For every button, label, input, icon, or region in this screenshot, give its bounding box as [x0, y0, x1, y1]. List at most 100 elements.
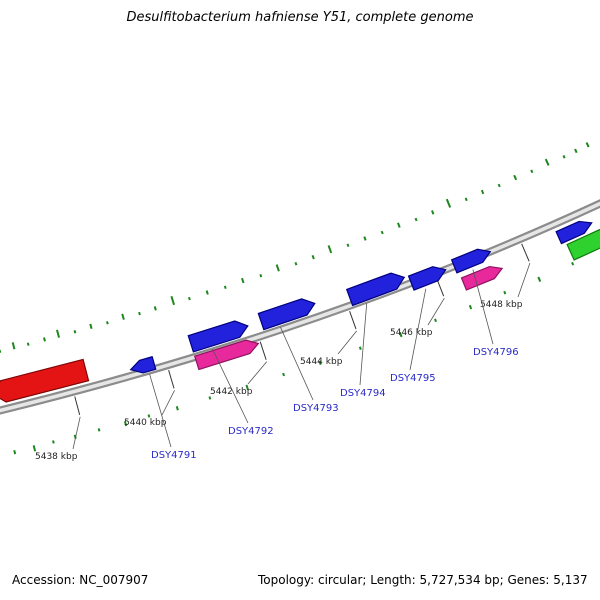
- gene-label-connector: [212, 348, 249, 424]
- gene-label-connector: [409, 288, 427, 371]
- ruler-label: 5442 kbp: [210, 387, 253, 397]
- plot-layers: 5438 kbp 5440 kbp 5442 kbp 5444 kbp 5446 kbp…: [0, 142, 600, 462]
- density-tick-inner: [123, 420, 128, 427]
- density-tick-outer: [530, 169, 534, 174]
- density-tick-inner: [571, 261, 575, 266]
- density-tick-outer: [188, 296, 191, 301]
- density-tick-outer: [363, 236, 367, 241]
- density-tick-outer: [562, 155, 566, 159]
- density-tick-inner: [282, 372, 286, 377]
- accession-text: Accession: NC_007907: [12, 573, 148, 587]
- density-tick-inner: [434, 318, 437, 323]
- cds-arrow-cds-DSY4792[interactable]: [193, 337, 261, 371]
- gene-label-connector: [472, 269, 494, 345]
- density-tick-inner: [97, 428, 101, 432]
- density-tick-outer: [121, 313, 125, 320]
- density-tick-outer: [170, 295, 175, 306]
- density-tick-inner: [358, 346, 362, 350]
- density-tick-outer: [397, 222, 401, 228]
- ruler-tick: [349, 310, 357, 330]
- gene-label-DSY4795[interactable]: DSY4795: [390, 373, 436, 384]
- density-tick-outer: [327, 245, 333, 254]
- genome-backbone: [0, 199, 600, 415]
- ruler-tick: [259, 341, 267, 360]
- ruler-label: 5448 kbp: [480, 300, 523, 310]
- density-tick-outer: [346, 243, 350, 248]
- ruler-label-connector: [337, 330, 357, 355]
- gene-arrow-DSY4792[interactable]: [187, 318, 250, 353]
- density-tick-inner: [398, 331, 403, 338]
- density-tick-inner: [245, 384, 249, 391]
- density-tick-inner: [147, 414, 151, 418]
- ruler: 5438 kbp 5440 kbp 5442 kbp 5444 kbp 5446 kbp…: [35, 243, 531, 462]
- ruler-label: 5438 kbp: [35, 452, 78, 462]
- density-tick-outer: [153, 306, 157, 311]
- density-tick-outer: [56, 329, 61, 338]
- density-tick-outer: [138, 311, 141, 316]
- density-tick-inner: [13, 450, 17, 455]
- ruler-tick: [521, 243, 530, 262]
- density-tick-outer: [414, 217, 418, 222]
- gene-arrow-gene-red[interactable]: [0, 358, 90, 404]
- density-tick-inner: [503, 290, 507, 295]
- density-tick-outer: [105, 321, 109, 325]
- ruler-label: 5446 kbp: [390, 328, 433, 338]
- density-tick-inner: [52, 440, 55, 444]
- density-tick-outer: [544, 158, 550, 166]
- density-tick-inner: [318, 360, 322, 366]
- gene-label-connector: [149, 374, 172, 448]
- gene-label-DSY4792[interactable]: DSY4792: [228, 426, 274, 437]
- density-tick-inner: [208, 396, 212, 400]
- backbone-band-core: [0, 201, 600, 413]
- density-tick-inner: [32, 445, 37, 452]
- ruler-label: 5440 kbp: [124, 418, 167, 428]
- density-tick-outer: [205, 290, 209, 295]
- density-tick-outer: [259, 273, 263, 278]
- gene-label-DSY4793[interactable]: DSY4793: [293, 403, 339, 414]
- density-tick-outer: [11, 342, 16, 350]
- ruler-tick: [168, 370, 175, 389]
- gene-arrow-DSY4795[interactable]: [407, 263, 449, 291]
- density-tick-inner: [175, 406, 179, 411]
- ruler-label-connector: [247, 361, 268, 385]
- density-tick-outer: [26, 342, 30, 346]
- density-tick-outer: [43, 337, 46, 342]
- gene-arrow-DSY4793[interactable]: [257, 295, 317, 331]
- density-tick-outer: [480, 189, 485, 195]
- density-tick-outer: [380, 230, 384, 235]
- gene-arrow-gene-right-blue[interactable]: [555, 217, 594, 245]
- ruler-label-connector: [427, 297, 445, 326]
- density-ring-outer: [0, 142, 590, 353]
- gene-label-DSY4796[interactable]: DSY4796: [473, 347, 519, 358]
- ruler-label-connector: [161, 390, 175, 416]
- gene-label-DSY4794[interactable]: DSY4794: [340, 388, 386, 399]
- density-tick-outer: [513, 174, 518, 181]
- density-ring-inner: [13, 261, 575, 455]
- gene-arrow-DSY4791[interactable]: [129, 356, 157, 376]
- figure-title: Desulfitobacterium hafniense Y51, comple…: [126, 10, 473, 25]
- gene-label-DSY4791[interactable]: DSY4791: [151, 450, 197, 461]
- ruler-label-connector: [72, 416, 81, 450]
- density-tick-outer: [311, 254, 315, 260]
- density-tick-inner: [468, 304, 473, 310]
- gene-arrow-gene-right-green[interactable]: [566, 216, 600, 261]
- gene-label-connector: [359, 303, 368, 386]
- ruler-tick: [74, 396, 81, 416]
- density-tick-outer: [223, 285, 227, 290]
- density-tick-outer: [294, 262, 298, 266]
- density-tick-inner: [537, 276, 542, 282]
- density-tick-outer: [73, 330, 77, 334]
- density-tick-outer: [497, 183, 501, 188]
- density-tick-outer: [241, 277, 245, 284]
- gene-arrow-DSY4796[interactable]: [450, 245, 493, 274]
- ruler-tick: [436, 278, 445, 297]
- cds-arrow-cds-DSY4796[interactable]: [460, 262, 504, 291]
- density-tick-outer: [89, 323, 93, 330]
- ruler-label: 5444 kbp: [300, 357, 343, 367]
- ruler-label-connector: [517, 263, 531, 298]
- summary-text: Topology: circular; Length: 5,727,534 bp…: [257, 573, 588, 587]
- gene-arrow-DSY4794[interactable]: [345, 269, 407, 307]
